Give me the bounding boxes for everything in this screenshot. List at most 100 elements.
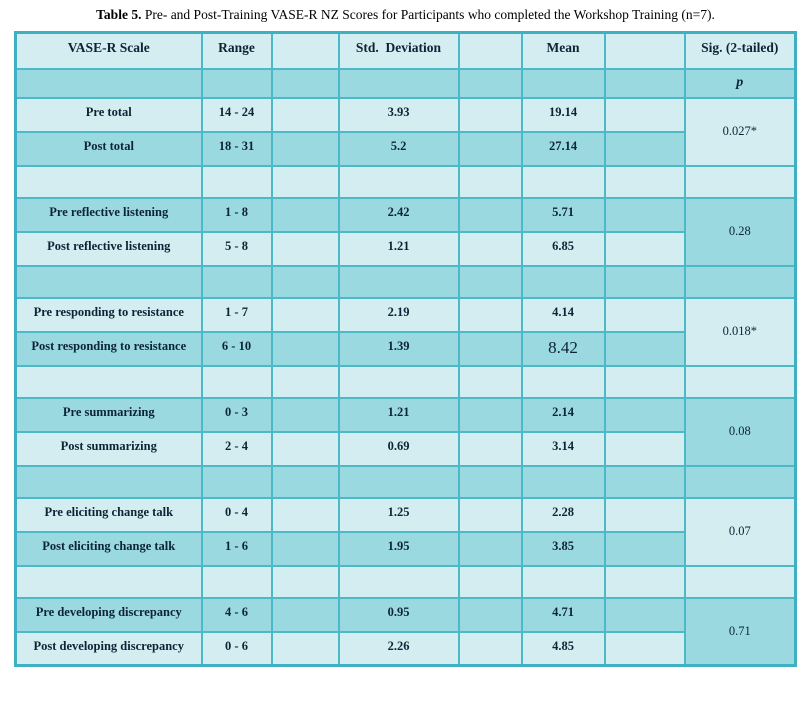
cell-blank bbox=[603, 67, 686, 99]
cell-blank bbox=[337, 164, 460, 199]
cell-blank bbox=[200, 464, 273, 499]
cell-scale: Post responding to resistance bbox=[14, 330, 203, 367]
cell-blank bbox=[520, 67, 606, 99]
spacer-row bbox=[14, 564, 797, 599]
table-row: Pre summarizing 0 - 3 1.21 2.14 0.08 bbox=[14, 396, 797, 467]
header-blank bbox=[603, 31, 686, 70]
header-row: VASE-R Scale Range Std. Deviation Mean S… bbox=[14, 31, 797, 70]
cell-mean: 3.14 bbox=[520, 430, 606, 467]
cell-range: 18 - 31 bbox=[200, 130, 273, 167]
cell-blank bbox=[200, 564, 273, 599]
cell-blank bbox=[14, 364, 203, 399]
spacer-row bbox=[14, 164, 797, 199]
cell-sig: 0.71 bbox=[683, 596, 797, 667]
cell-std-deviation: 0.69 bbox=[337, 430, 460, 467]
cell-blank bbox=[683, 364, 797, 399]
cell-sig: 0.07 bbox=[683, 496, 797, 567]
cell-blank bbox=[457, 564, 523, 599]
cell-blank bbox=[683, 464, 797, 499]
cell-scale: Pre eliciting change talk bbox=[14, 496, 203, 533]
cell-blank bbox=[270, 530, 340, 567]
cell-blank bbox=[603, 396, 686, 433]
cell-blank bbox=[270, 67, 340, 99]
cell-blank bbox=[270, 230, 340, 267]
cell-sig: 0.28 bbox=[683, 196, 797, 267]
cell-std-deviation: 3.93 bbox=[337, 96, 460, 133]
cell-blank bbox=[603, 596, 686, 633]
cell-std-deviation: 1.21 bbox=[337, 396, 460, 433]
cell-scale: Pre responding to resistance bbox=[14, 296, 203, 333]
cell-blank bbox=[457, 330, 523, 367]
cell-blank bbox=[457, 630, 523, 667]
cell-blank bbox=[457, 364, 523, 399]
cell-blank bbox=[683, 164, 797, 199]
cell-mean: 2.28 bbox=[520, 496, 606, 533]
cell-range: 1 - 7 bbox=[200, 296, 273, 333]
cell-blank bbox=[683, 564, 797, 599]
cell-blank bbox=[603, 496, 686, 533]
cell-range: 1 - 6 bbox=[200, 530, 273, 567]
cell-blank bbox=[457, 396, 523, 433]
cell-mean: 27.14 bbox=[520, 130, 606, 167]
cell-blank bbox=[200, 67, 273, 99]
cell-blank bbox=[520, 164, 606, 199]
cell-blank bbox=[270, 596, 340, 633]
cell-blank bbox=[457, 196, 523, 233]
cell-blank bbox=[337, 264, 460, 299]
cell-blank bbox=[457, 296, 523, 333]
p-row: p bbox=[14, 67, 797, 99]
cell-blank bbox=[270, 264, 340, 299]
table-caption-label: Table 5. bbox=[96, 7, 142, 22]
cell-blank bbox=[457, 230, 523, 267]
cell-blank bbox=[14, 564, 203, 599]
table-row: Pre eliciting change talk 0 - 4 1.25 2.28 0.… bbox=[14, 496, 797, 567]
table-row: Pre responding to resistance 1 - 7 2.19 4.1… bbox=[14, 296, 797, 367]
cell-scale: Pre summarizing bbox=[14, 396, 203, 433]
cell-blank bbox=[337, 464, 460, 499]
cell-mean: 19.14 bbox=[520, 96, 606, 133]
cell-mean: 4.71 bbox=[520, 596, 606, 633]
cell-range: 0 - 4 bbox=[200, 496, 273, 533]
cell-range: 6 - 10 bbox=[200, 330, 273, 367]
cell-blank bbox=[14, 67, 203, 99]
cell-blank bbox=[457, 67, 523, 99]
header-std-deviation: Std. Deviation bbox=[337, 31, 460, 70]
table-row: Post reflective listening 5 - 8 1.21 6.85 bbox=[14, 230, 796, 267]
table-caption-text: Pre- and Post-Training VASE-R NZ Scores … bbox=[141, 7, 715, 22]
cell-scale: Post total bbox=[14, 130, 203, 167]
cell-blank bbox=[457, 596, 523, 633]
cell-blank bbox=[270, 496, 340, 533]
cell-mean: 8.42 bbox=[520, 330, 606, 367]
cell-blank bbox=[603, 196, 686, 233]
cell-scale: Post eliciting change talk bbox=[14, 530, 203, 567]
spacer-row bbox=[14, 464, 797, 499]
cell-blank bbox=[270, 164, 340, 199]
cell-blank bbox=[270, 196, 340, 233]
cell-scale: Pre reflective listening bbox=[14, 196, 203, 233]
cell-blank bbox=[603, 564, 686, 599]
cell-mean: 4.14 bbox=[520, 296, 606, 333]
table-row: Post responding to resistance 6 - 10 1.39 8… bbox=[14, 330, 796, 367]
cell-std-deviation: 1.25 bbox=[337, 496, 460, 533]
cell-blank bbox=[14, 464, 203, 499]
table-row: Post total 18 - 31 5.2 27.14 bbox=[14, 130, 796, 167]
cell-std-deviation: 2.19 bbox=[337, 296, 460, 333]
cell-blank bbox=[603, 230, 686, 267]
cell-scale: Pre developing discrepancy bbox=[14, 596, 203, 633]
cell-blank bbox=[457, 496, 523, 533]
cell-blank bbox=[520, 264, 606, 299]
cell-blank bbox=[683, 264, 797, 299]
cell-scale: Post summarizing bbox=[14, 430, 203, 467]
cell-blank bbox=[520, 564, 606, 599]
cell-blank bbox=[457, 164, 523, 199]
cell-sig: 0.018* bbox=[683, 296, 797, 367]
table-row: Pre developing discrepancy 4 - 6 0.95 4.71 0… bbox=[14, 596, 797, 667]
cell-blank bbox=[457, 130, 523, 167]
cell-blank bbox=[457, 430, 523, 467]
cell-blank bbox=[603, 630, 686, 667]
cell-mean: 4.85 bbox=[520, 630, 606, 667]
table-row: Pre reflective listening 1 - 8 2.42 5.71 0.2… bbox=[14, 196, 797, 267]
cell-range: 14 - 24 bbox=[200, 96, 273, 133]
cell-range: 0 - 6 bbox=[200, 630, 273, 667]
